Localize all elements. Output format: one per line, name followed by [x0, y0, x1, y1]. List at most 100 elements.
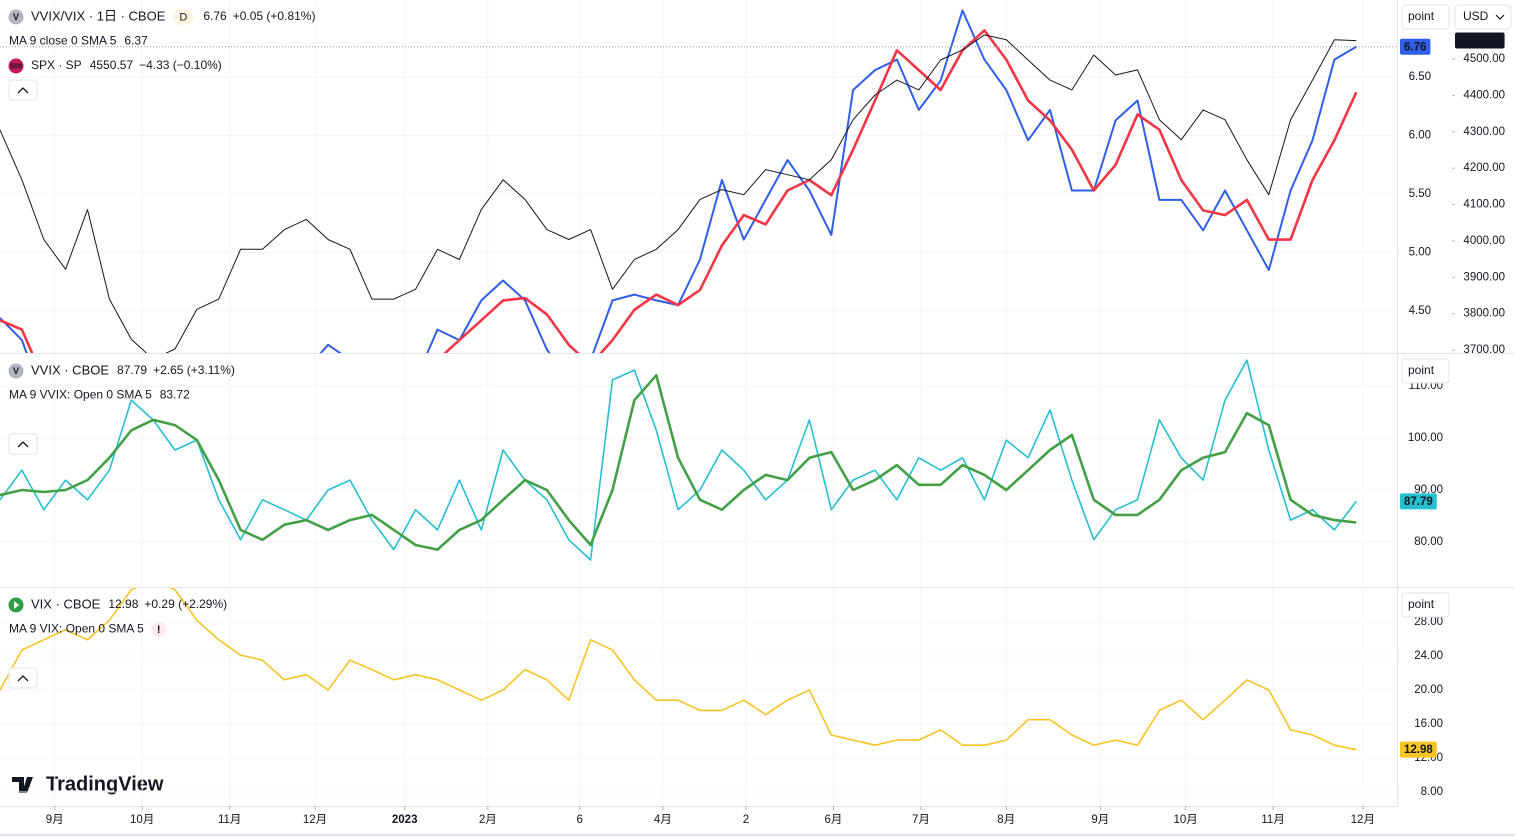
price-tag	[1400, 38, 1431, 55]
symbol-icon-arrow	[14, 601, 19, 609]
currency-chevron[interactable]	[1495, 14, 1505, 20]
y-tick-label: 6.50	[1409, 71, 1431, 83]
x-tick-label: 9月	[46, 814, 64, 826]
legend-value: 4550.57	[90, 58, 134, 72]
y-tick-label: 5.00	[1409, 247, 1431, 259]
y-tick-label: 100.00	[1408, 432, 1443, 444]
legend-symbol: MA 9 close 0 SMA 5	[9, 34, 117, 48]
symbol-icon	[8, 9, 24, 25]
y2-tick-label: 4400.00	[1463, 89, 1505, 101]
y2-tick-label: 4300.00	[1463, 126, 1505, 138]
scale-button[interactable]	[1401, 4, 1450, 30]
x-tick-label: 9月	[1091, 814, 1109, 826]
plot-area	[0, 9, 1358, 353]
y2-tick-label: 3900.00	[1463, 271, 1505, 283]
x-tick-label: 10月	[1173, 814, 1197, 826]
x-tick-label: 11月	[1261, 814, 1284, 826]
legend-value: 12.98	[108, 597, 138, 611]
y-tick-label: 5.50	[1409, 188, 1431, 200]
symbol-icon-label: 500	[10, 63, 22, 70]
x-tick-label: 8月	[997, 814, 1015, 826]
x-tick-label: 2023	[392, 814, 418, 826]
collapse-button[interactable]	[8, 433, 38, 455]
price-tag-label: 12.98	[1404, 744, 1433, 756]
interval-badge-label: D	[179, 11, 187, 23]
y2-tick-label: 4500.00	[1463, 53, 1505, 65]
y-tick-label: 28.00	[1414, 616, 1443, 628]
series-line	[0, 588, 1357, 751]
x-tick-label: 2月	[479, 814, 497, 826]
y2-tick-label: 3700.00	[1463, 344, 1505, 356]
price-tag	[1400, 493, 1437, 510]
y2-tick-label: 3800.00	[1463, 308, 1505, 320]
scale-button[interactable]	[1401, 358, 1450, 384]
legend-symbol: SPX · SP	[31, 58, 82, 72]
price-tag	[1455, 32, 1505, 49]
price-tag-label: 87.79	[1404, 496, 1433, 508]
collapse-button[interactable]	[8, 79, 38, 101]
collapse-button[interactable]	[8, 667, 38, 689]
legend-change: −4.33 (−0.10%)	[139, 58, 222, 72]
logo-text: TradingView	[46, 773, 164, 795]
x-tick-label: 12月	[303, 814, 327, 826]
legend-value: 6.37	[124, 34, 148, 48]
y-tick-label: 90.00	[1414, 484, 1443, 496]
price-tag-label: 6.76	[1404, 41, 1426, 53]
y-tick-label: 16.00	[1414, 718, 1443, 730]
legend-symbol: VVIX · CBOE	[31, 362, 109, 377]
warning-icon	[151, 622, 167, 637]
series-line	[0, 374, 1357, 551]
scale-button[interactable]	[1401, 592, 1450, 618]
series-line	[0, 359, 1357, 561]
collapse-chevron[interactable]	[17, 675, 29, 682]
x-tick-label: 6月	[824, 814, 842, 826]
x-tick-label: 6	[576, 814, 582, 826]
logo: TradingView	[12, 773, 164, 795]
plot-area	[0, 588, 1357, 751]
price-tag	[1400, 741, 1437, 758]
y2-tick-label: 4000.00	[1463, 235, 1505, 247]
x-tick-label: 10月	[130, 814, 154, 826]
series-line	[0, 34, 1357, 353]
legend-change: +0.29 (+2.29%)	[144, 597, 227, 611]
scale-button-label[interactable]: point	[1408, 363, 1435, 377]
symbol-icon	[8, 363, 24, 379]
y2-tick-label: 4100.00	[1463, 199, 1505, 211]
legend-symbol: VIX · CBOE	[31, 596, 101, 611]
legend-symbol: MA 9 VIX: Open 0 SMA 5	[9, 622, 144, 636]
legend-symbol: VVIX/VIX · 1日 · CBOE	[31, 8, 166, 23]
y-tick-label: 20.00	[1414, 684, 1443, 696]
currency-button[interactable]: USD	[1454, 4, 1512, 30]
legend-value: 83.72	[160, 388, 190, 402]
currency-label[interactable]: USD	[1463, 9, 1489, 23]
legend-value: 87.79	[117, 363, 147, 377]
y-tick-label: 24.00	[1414, 650, 1443, 662]
scale-button-label[interactable]: point	[1408, 597, 1435, 611]
legend-change: +2.65 (+3.11%)	[153, 363, 235, 377]
y2-tick-label: 4200.00	[1463, 162, 1505, 174]
legend-value: 6.76	[203, 9, 227, 23]
y-tick-label: 8.00	[1421, 786, 1443, 798]
currency-button-box[interactable]	[1454, 4, 1512, 30]
y-tick-label: 4.50	[1409, 305, 1431, 317]
symbol-icon-label: V	[13, 12, 19, 22]
y-tick-label: 80.00	[1414, 536, 1443, 548]
x-tick-label: 2	[743, 814, 749, 826]
collapse-chevron[interactable]	[17, 441, 29, 448]
collapse-chevron[interactable]	[17, 87, 29, 94]
symbol-icon	[8, 58, 24, 74]
logo-icon-dot	[26, 777, 32, 783]
x-tick-label: 12月	[1351, 814, 1375, 826]
x-tick-label: 7月	[912, 814, 930, 826]
legend-symbol: MA 9 VVIX: Open 0 SMA 5	[9, 388, 152, 402]
plot-area	[0, 359, 1357, 561]
price-tag-label: 4550.57	[1459, 35, 1501, 47]
warning-icon-label: !	[157, 624, 161, 636]
series-line	[0, 29, 1358, 353]
symbol-icon-label: V	[13, 366, 19, 376]
scale-button-label[interactable]: point	[1408, 9, 1435, 23]
y-tick-label: 6.00	[1409, 130, 1431, 142]
x-tick-label: 11月	[218, 814, 241, 826]
legend-change: +0.05 (+0.81%)	[233, 9, 316, 23]
